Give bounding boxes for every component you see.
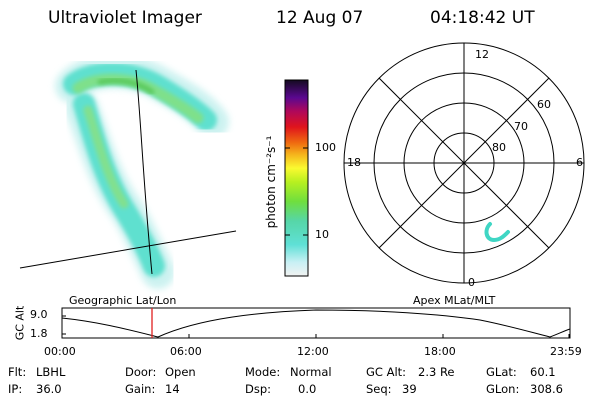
date-label: 12 Aug 07 — [276, 8, 364, 28]
orbit-x-tick: 18:00 — [424, 345, 456, 358]
info-glon-value: 308.6 — [530, 382, 563, 396]
info-gcalt-value: 2.3 Re — [418, 365, 455, 379]
info-mode-key: Mode: — [245, 365, 281, 379]
orbit-y-label: GC Alt — [13, 305, 27, 341]
info-flt-value: LBHL — [36, 365, 66, 379]
orbit-x-tick: 00:00 — [44, 345, 76, 358]
mlt-label-6: 6 — [576, 156, 583, 169]
info-door-key: Door: — [125, 365, 157, 379]
colorbar-tick-100: 100 — [315, 141, 336, 154]
mlt-label-0: 0 — [468, 276, 475, 289]
info-flt-key: Flt: — [8, 365, 27, 379]
info-gcalt-key: GC Alt: — [366, 365, 407, 379]
apex-title: Apex MLat/MLT — [413, 294, 496, 307]
lat-label-70: 70 — [514, 120, 528, 133]
colorbar-tick-10: 10 — [315, 228, 329, 241]
orbit-plot — [61, 307, 571, 339]
info-mode-value: Normal — [290, 365, 332, 379]
info-dsp-value: 0.0 — [298, 382, 317, 396]
orbit-x-tick: 06:00 — [170, 345, 202, 358]
info-glat-value: 60.1 — [530, 365, 556, 379]
lat-label-60: 60 — [537, 98, 551, 111]
info-seq-value: 39 — [402, 382, 417, 396]
colorbar-unit-label: photon cm⁻²s⁻¹ — [264, 135, 278, 229]
polar-plot — [343, 42, 585, 284]
colorbar — [284, 79, 309, 277]
info-ip-key: IP: — [8, 382, 23, 396]
orbit-y-tick-high: 9.0 — [30, 308, 48, 321]
orbit-y-tick-low: 1.8 — [30, 327, 48, 340]
info-glat-key: GLat: — [486, 365, 517, 379]
time-label: 04:18:42 UT — [430, 8, 535, 28]
info-gain-key: Gain: — [125, 382, 156, 396]
info-gain-value: 14 — [165, 382, 180, 396]
info-ip-value: 36.0 — [36, 382, 62, 396]
aurora-image — [19, 54, 237, 289]
info-door-value: Open — [165, 365, 196, 379]
instrument-title: Ultraviolet Imager — [48, 8, 202, 28]
orbit-x-tick: 23:59 — [550, 345, 582, 358]
geographic-title: Geographic Lat/Lon — [69, 294, 177, 307]
info-glon-key: GLon: — [486, 382, 520, 396]
lat-label-80: 80 — [492, 141, 506, 154]
info-dsp-key: Dsp: — [245, 382, 272, 396]
orbit-x-tick: 12:00 — [297, 345, 329, 358]
mlt-label-18: 18 — [347, 156, 361, 169]
mlt-label-12: 12 — [475, 48, 489, 61]
info-seq-key: Seq: — [366, 382, 392, 396]
